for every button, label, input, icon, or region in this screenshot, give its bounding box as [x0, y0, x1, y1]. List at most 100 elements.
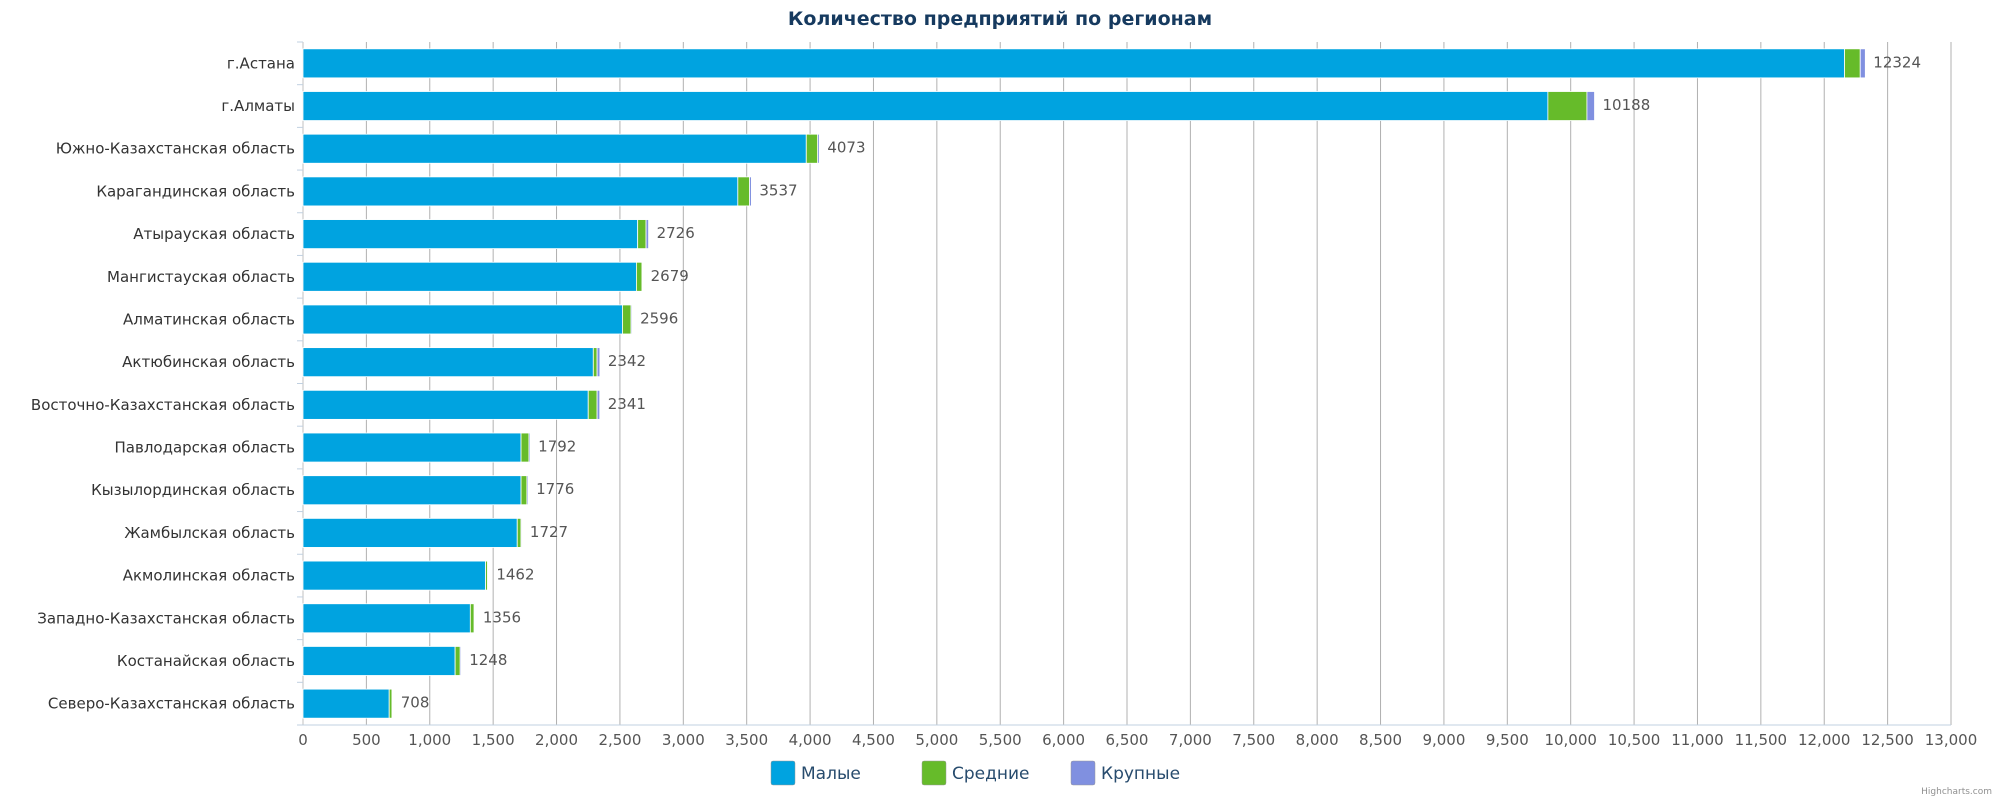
bar-segment-medium[interactable] — [454, 646, 461, 676]
category-label: Атырауская область — [133, 225, 295, 243]
legend-swatch — [770, 760, 796, 786]
category-label: Кызылординская область — [91, 481, 295, 499]
bar-segment-small[interactable] — [302, 347, 594, 378]
legend-swatch — [1070, 760, 1096, 786]
total-data-label: 12324 — [1873, 53, 1921, 71]
total-data-label: 2679 — [651, 267, 689, 285]
bar-segment-large[interactable] — [526, 475, 529, 506]
bar-segment-small[interactable] — [302, 48, 1845, 79]
category-labels: г.Астана г.Алматы Южно-Казахстанская облас… — [31, 54, 295, 712]
bar-segment-large[interactable] — [645, 219, 649, 250]
bar-segment-large[interactable] — [596, 347, 601, 378]
x-tick-label: 7,000 — [1169, 731, 1212, 749]
bar-segment-medium[interactable] — [637, 219, 647, 250]
x-axis-ticks: 0 500 1,000 1,500 2,000 2,500 3,000 3,500 4,000 4… — [298, 731, 1977, 749]
bar-segment-large[interactable] — [1586, 91, 1595, 121]
x-tick-label: 500 — [352, 731, 381, 749]
bar-segment-small[interactable] — [302, 219, 639, 250]
bar-segment-small[interactable] — [302, 560, 486, 591]
bar-segment-large[interactable] — [1859, 48, 1866, 79]
x-tick-label: 1,000 — [408, 731, 451, 749]
bar-segment-small[interactable] — [302, 603, 471, 634]
bar-segment-medium[interactable] — [622, 304, 632, 335]
category-label: г.Астана — [227, 54, 295, 72]
bar-segment-small[interactable] — [302, 176, 739, 207]
x-tick-label: 3,500 — [725, 731, 768, 749]
x-tick-label: 5,500 — [979, 731, 1022, 749]
bar-segment-medium[interactable] — [636, 261, 643, 292]
bar-segment-large[interactable] — [473, 603, 476, 634]
bar-segment-medium[interactable] — [592, 347, 598, 378]
bar-segment-small[interactable] — [302, 304, 623, 335]
category-label: Северо-Казахстанская область — [48, 695, 295, 713]
bar-segment-small[interactable] — [302, 475, 522, 506]
bar-segment-medium[interactable] — [520, 475, 528, 506]
bar-segment-small[interactable] — [302, 261, 637, 292]
bar-segment-small[interactable] — [302, 133, 807, 164]
legend-item[interactable]: Малые — [770, 760, 861, 786]
bar-segment-large[interactable] — [749, 176, 752, 207]
total-data-label: 1727 — [530, 523, 568, 541]
bars — [302, 48, 1866, 719]
x-tick-label: 4,000 — [789, 731, 832, 749]
x-tick-label: 3,000 — [662, 731, 705, 749]
bar-segment-medium[interactable] — [520, 432, 530, 463]
legend-swatch — [921, 760, 947, 786]
category-label: Карагандинская область — [96, 182, 295, 200]
x-tick-label: 6,500 — [1106, 731, 1149, 749]
bar-segment-small[interactable] — [302, 688, 390, 719]
x-tick-label: 12,000 — [1798, 731, 1851, 749]
bar-segment-large[interactable] — [817, 133, 820, 164]
bar-segment-large[interactable] — [596, 389, 601, 420]
bar-segment-medium[interactable] — [469, 603, 475, 634]
total-data-label: 2596 — [640, 309, 678, 327]
bar-segment-large[interactable] — [487, 560, 489, 591]
bar-segment-large[interactable] — [528, 432, 531, 463]
total-data-label: 2341 — [608, 395, 646, 413]
bar-segment-medium[interactable] — [1844, 48, 1861, 79]
category-label: Актюбинская область — [122, 353, 295, 371]
bar-segment-large[interactable] — [641, 261, 644, 292]
category-label: г.Алматы — [221, 97, 295, 115]
x-tick-label: 2,000 — [535, 731, 578, 749]
bar-segment-large[interactable] — [630, 304, 633, 335]
total-data-label: 708 — [401, 694, 430, 712]
bar-segment-medium[interactable] — [516, 517, 522, 548]
legend: Малые Средние Крупные — [770, 760, 1180, 786]
bar-segment-small[interactable] — [302, 517, 518, 548]
total-data-label: 2726 — [657, 224, 695, 242]
x-tick-label: 11,500 — [1735, 731, 1788, 749]
x-tick-label: 9,000 — [1422, 731, 1465, 749]
bar-segment-medium[interactable] — [388, 688, 393, 719]
bar-segment-small[interactable] — [302, 91, 1549, 121]
bar-segment-small[interactable] — [302, 389, 589, 420]
bar-segment-medium[interactable] — [737, 176, 750, 207]
x-tick-label: 10,000 — [1544, 731, 1597, 749]
bar-segment-large[interactable] — [520, 517, 523, 548]
category-label: Костанайская область — [117, 652, 295, 670]
bar-segment-medium[interactable] — [587, 389, 598, 420]
category-label: Павлодарская область — [115, 439, 295, 457]
total-data-label: 1462 — [496, 566, 534, 584]
x-tick-label: 1,500 — [472, 731, 515, 749]
category-label: Жамбылская область — [124, 524, 295, 542]
legend-item[interactable]: Средние — [921, 760, 1030, 786]
bar-segment-medium[interactable] — [1547, 91, 1588, 121]
bar-segment-large[interactable] — [459, 646, 462, 676]
x-tick-label: 9,500 — [1486, 731, 1529, 749]
total-data-label: 4073 — [827, 139, 865, 157]
bar-segment-small[interactable] — [302, 646, 456, 676]
bar-segment-small[interactable] — [302, 432, 522, 463]
credits[interactable]: Highcharts.com — [1921, 787, 1992, 797]
total-data-label: 1356 — [483, 608, 521, 626]
category-label: Алматинская область — [123, 310, 295, 328]
x-tick-label: 6,000 — [1042, 731, 1085, 749]
bar-segment-medium[interactable] — [805, 133, 819, 164]
x-tick-label: 2,500 — [598, 731, 641, 749]
legend-item[interactable]: Крупные — [1070, 760, 1180, 786]
bar-segment-large[interactable] — [391, 688, 394, 719]
legend-label: Крупные — [1101, 764, 1180, 784]
legend-label: Малые — [801, 764, 861, 784]
chart-title: Количество предприятий по регионам — [788, 8, 1212, 30]
